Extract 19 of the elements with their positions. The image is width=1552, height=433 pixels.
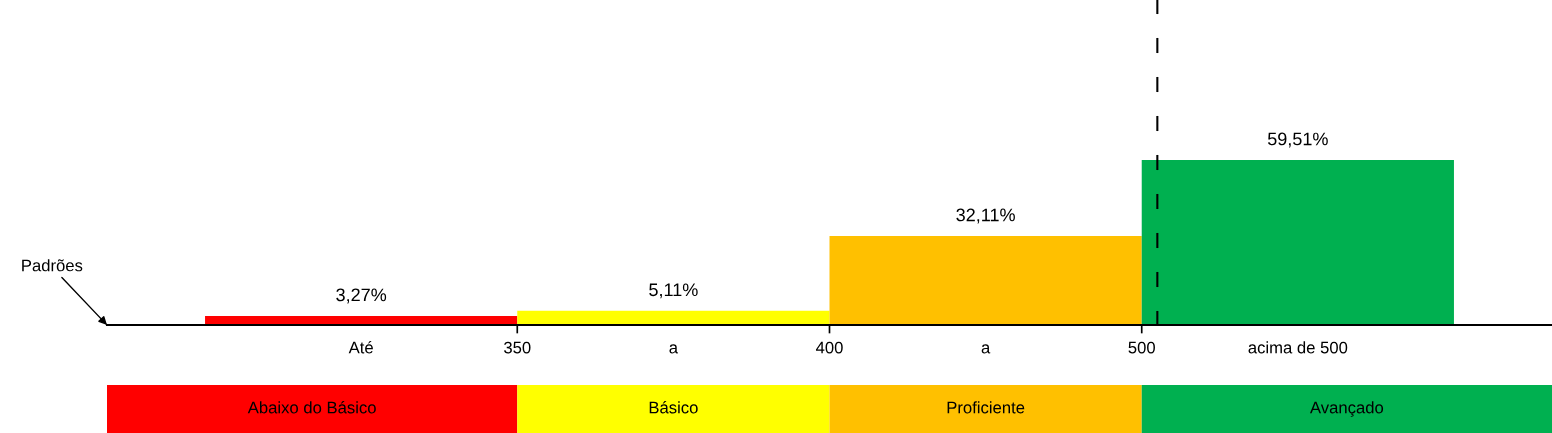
text: a xyxy=(981,344,991,354)
x-tick-label: Proficiente xyxy=(947,401,1025,414)
text: Até xyxy=(348,341,373,354)
x-tick-label: Avançado xyxy=(1309,401,1384,417)
text: 400 xyxy=(815,341,843,354)
text: 350 xyxy=(504,341,531,354)
bar xyxy=(829,235,1142,325)
x-tick-label: Básico xyxy=(649,401,698,414)
text: Padrões xyxy=(22,259,83,272)
bar xyxy=(1141,160,1454,325)
x-tick-label: Abaixo do Básico xyxy=(247,401,376,414)
data-label: 3,27% xyxy=(336,288,387,304)
text: 500 xyxy=(1128,341,1155,354)
text: acima de 500 xyxy=(1248,341,1348,354)
data-label: 5,11% xyxy=(649,283,698,299)
data-label: 32,11% xyxy=(956,208,1015,224)
bar xyxy=(517,310,830,325)
text: a xyxy=(669,344,679,354)
data-label: 59,51% xyxy=(1267,132,1328,148)
